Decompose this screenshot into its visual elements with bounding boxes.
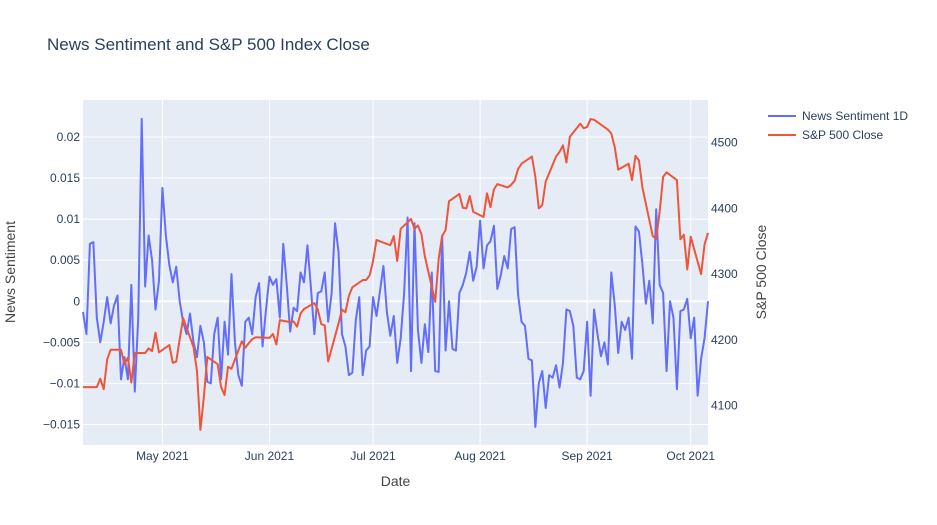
y-axis-title: News Sentiment: [2, 221, 18, 323]
y-tick-labels: 0.02 0.015 0.01 0.005 0 −0.005 −0.01 −0.015: [43, 130, 80, 432]
y2-tick-label: 4500: [711, 136, 738, 150]
x-axis-title: Date: [381, 473, 411, 489]
legend-item[interactable]: News Sentiment 1D: [768, 109, 908, 123]
x-tick-labels: May 2021 Jun 2021 Jul 2021 Aug 2021 Sep 2021…: [136, 449, 715, 463]
x-tick-label: Aug 2021: [454, 449, 506, 463]
y-tick-label: 0: [73, 294, 80, 308]
y-tick-label: 0.015: [50, 171, 80, 185]
y-tick-label: 0.005: [50, 253, 80, 267]
legend-item[interactable]: S&P 500 Close: [768, 128, 883, 142]
y2-tick-label: 4400: [711, 201, 738, 215]
x-tick-label: May 2021: [136, 449, 189, 463]
y-tick-label: −0.015: [43, 417, 80, 431]
legend-label: News Sentiment 1D: [802, 109, 908, 123]
y2-tick-label: 4100: [711, 399, 738, 413]
y-tick-label: 0.02: [57, 130, 81, 144]
y2-tick-labels: 4500 4400 4300 4200 4100: [711, 136, 738, 413]
x-gridlines: [161, 100, 692, 445]
y2-tick-label: 4300: [711, 267, 738, 281]
x-tick-label: Jun 2021: [245, 449, 295, 463]
sp500-series-line: [83, 118, 709, 431]
y-tick-label: 0.01: [57, 212, 81, 226]
y2-tick-label: 4200: [711, 333, 738, 347]
legend-label: S&P 500 Close: [802, 128, 883, 142]
chart-title: News Sentiment and S&P 500 Index Close: [47, 35, 370, 54]
y2-axis-title: S&P 500 Close: [753, 224, 769, 319]
x-tick-label: Oct 2021: [666, 449, 715, 463]
legend[interactable]: News Sentiment 1D S&P 500 Close: [768, 109, 908, 142]
y-tick-label: −0.01: [50, 376, 81, 390]
plot-area: [83, 100, 708, 445]
x-tick-label: Jul 2021: [350, 449, 396, 463]
x-tick-label: Sep 2021: [561, 449, 613, 463]
series-layer: [82, 117, 709, 431]
y-tick-label: −0.005: [43, 335, 80, 349]
